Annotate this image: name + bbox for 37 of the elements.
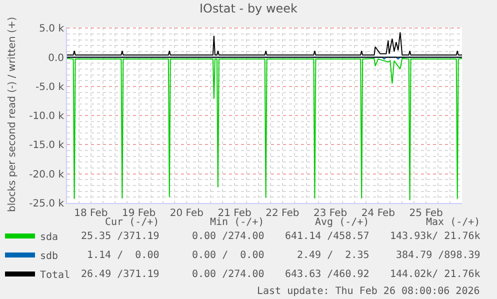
text: Min (-/+) <box>210 217 264 228</box>
text: 25.35 /371.19 <box>81 231 160 242</box>
y-axis-title: blocks per second read (-) / written (+) <box>7 16 18 212</box>
text: 0.00 /274.00 <box>192 231 264 242</box>
text: Last update: Thu Feb 26 08:00:06 2026 <box>257 286 480 297</box>
x-tick-label: 19 Feb <box>122 208 156 219</box>
text: 0.00 / 0.00 <box>192 250 264 261</box>
text: 143.93k/ 21.76k <box>390 231 480 242</box>
text: 26.49 /371.19 <box>81 269 160 280</box>
text: Cur (-/+) <box>105 217 160 228</box>
y-tick-label: 5.0 k <box>39 24 64 35</box>
chart-title: IOstat - by week <box>199 1 298 16</box>
text: 144.02k/ 21.76k <box>390 269 480 280</box>
legend-label: sdb <box>40 250 58 262</box>
x-tick-label: 20 Feb <box>170 208 204 219</box>
y-tick-label: -25.0 k <box>29 198 64 210</box>
x-tick-label: 21 Feb <box>218 208 252 219</box>
y-tick-label: -10.0 k <box>29 111 64 122</box>
text: 641.14 /458.57 <box>285 231 370 242</box>
x-tick-label: 18 Feb <box>74 208 108 219</box>
x-tick-label: 25 Feb <box>409 208 443 219</box>
text: 643.63 /460.92 <box>285 269 370 280</box>
text: 384.79 /898.39 <box>396 250 480 261</box>
text: 0.00 /274.00 <box>192 269 264 280</box>
text: 2.49 / 2.35 <box>297 250 370 261</box>
text: Max (-/+) <box>426 217 480 228</box>
text: 1.14 / 0.00 <box>87 250 160 261</box>
y-tick-label: -20.0 k <box>29 169 64 180</box>
x-tick-label: 23 Feb <box>314 208 348 219</box>
x-tick-label: 22 Feb <box>266 208 300 219</box>
legend-label: Total <box>40 270 70 281</box>
y-tick-label: 0.0 <box>48 52 64 64</box>
text: Avg (-/+) <box>315 217 370 228</box>
x-tick-label: 24 Feb <box>361 208 396 219</box>
y-tick-label: -5.0 k <box>36 82 64 93</box>
y-tick-label: -15.0 k <box>29 140 64 152</box>
legend-label: sda <box>40 232 58 243</box>
